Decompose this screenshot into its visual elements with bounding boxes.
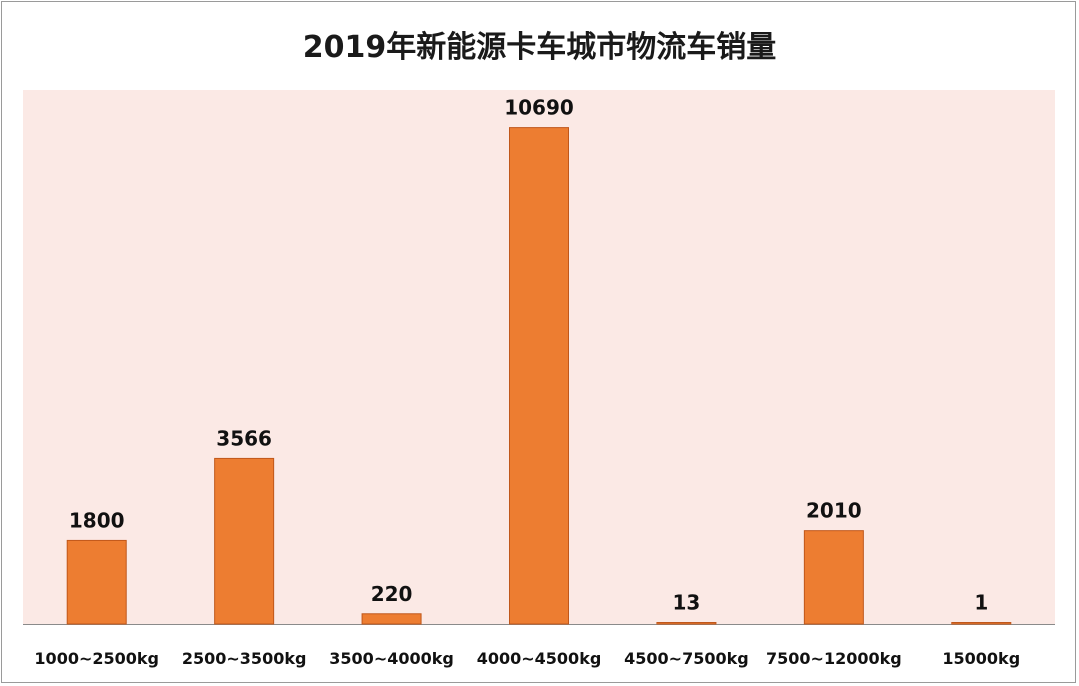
data-label-4500~7500kg: 13	[673, 591, 701, 615]
bar-1000~2500kg	[66, 539, 127, 625]
bars-group	[66, 127, 1012, 625]
data-label-4000~4500kg: 10690	[504, 96, 574, 120]
bar-7500~12000kg	[803, 530, 864, 625]
x-tick-labels-group: 1000~2500kg 2500~3500kg 3500~4000kg 4000~45…	[34, 649, 1020, 668]
x-tick-label-4000~4500kg: 4000~4500kg	[477, 649, 602, 668]
x-tick-label-1000~2500kg: 1000~2500kg	[34, 649, 159, 668]
x-tick-label-3500~4000kg: 3500~4000kg	[329, 649, 454, 668]
x-tick-label-15000kg: 15000kg	[942, 649, 1020, 668]
data-labels-group: 1800 3566 220 10690 13 2010 1	[69, 96, 988, 615]
data-label-2500~3500kg: 3566	[216, 426, 272, 450]
bar-15000kg	[951, 622, 1012, 625]
data-label-1000~2500kg: 1800	[69, 508, 125, 532]
bar-4500~7500kg	[656, 622, 717, 625]
bar-2500~3500kg	[214, 457, 275, 625]
bar-3500~4000kg	[361, 613, 422, 625]
x-tick-label-4500~7500kg: 4500~7500kg	[624, 649, 749, 668]
data-label-7500~12000kg: 2010	[806, 499, 862, 523]
data-label-15000kg: 1	[974, 591, 988, 615]
x-tick-label-2500~3500kg: 2500~3500kg	[182, 649, 307, 668]
chart-title: 2019年新能源卡车城市物流车销量	[302, 30, 777, 65]
x-tick-label-7500~12000kg: 7500~12000kg	[766, 649, 902, 668]
data-label-3500~4000kg: 220	[371, 582, 413, 606]
bar-4000~4500kg	[509, 127, 569, 625]
